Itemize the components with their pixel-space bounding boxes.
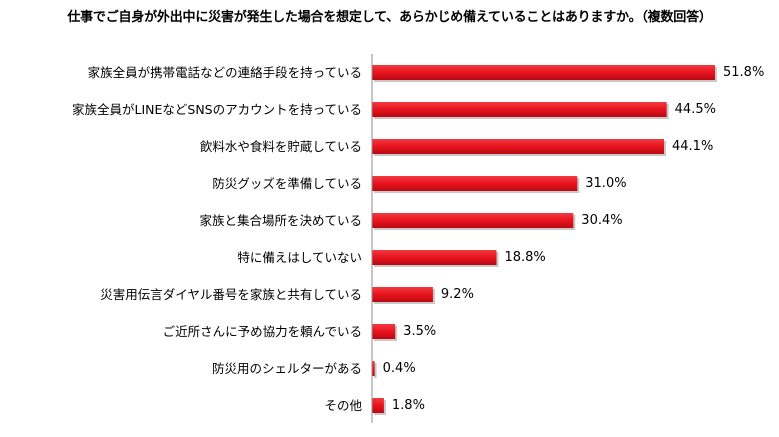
bar xyxy=(372,287,433,302)
value-label: 1.8% xyxy=(392,398,425,413)
value-label: 30.4% xyxy=(581,213,622,228)
category-label: 家族全員がLINEなどSNSのアカウントを持っている xyxy=(72,102,362,117)
bar xyxy=(372,324,396,339)
value-label: 18.8% xyxy=(504,250,545,265)
value-label: 9.2% xyxy=(441,287,474,302)
category-label: 特に備えはしていない xyxy=(237,250,362,265)
category-label: 防災グッズを準備している xyxy=(212,176,362,191)
value-label: 51.8% xyxy=(723,65,764,80)
value-label: 0.4% xyxy=(383,361,416,376)
value-label: 3.5% xyxy=(403,324,436,339)
bar xyxy=(372,139,665,154)
value-label: 44.1% xyxy=(672,139,713,154)
category-label: 飲料水や食料を貯蔵している xyxy=(200,139,362,154)
bar xyxy=(372,176,578,191)
category-label: その他 xyxy=(324,398,362,413)
category-label: 防災用のシェルターがある xyxy=(212,361,362,376)
value-label: 31.0% xyxy=(585,176,626,191)
bar xyxy=(372,398,384,413)
category-label: 家族と集合場所を決めている xyxy=(199,213,362,228)
category-label: 家族全員が携帯電話などの連絡手段を持っている xyxy=(88,65,362,80)
bar-shadow xyxy=(374,363,377,378)
category-label: ご近所さんに予め協力を頼んでいる xyxy=(163,324,362,339)
bar xyxy=(372,102,667,117)
bar xyxy=(372,65,715,80)
bar xyxy=(372,361,375,376)
bar xyxy=(372,250,497,265)
bar xyxy=(372,213,574,228)
chart-title: 仕事でご自身が外出中に災害が発生した場合を想定して、あらかじめ備えていることはあ… xyxy=(67,10,712,25)
category-label: 災害用伝言ダイヤル番号を家族と共有している xyxy=(100,287,362,302)
value-label: 44.5% xyxy=(675,102,716,117)
